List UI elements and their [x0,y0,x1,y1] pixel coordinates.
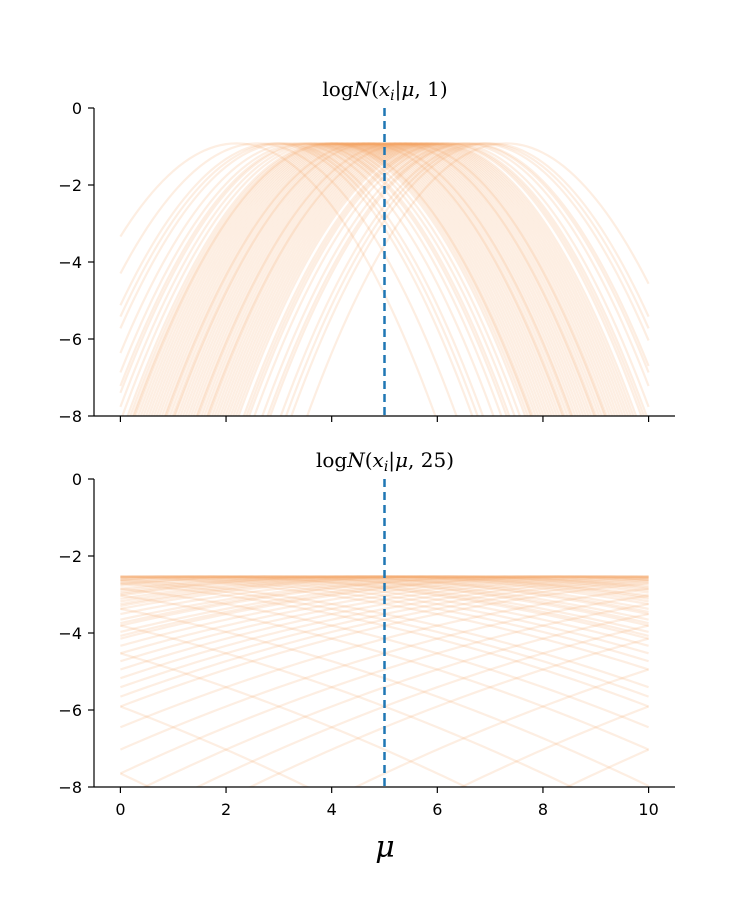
bottom-likelihood-curve [120,575,649,610]
bottom-x-tick-label: 4 [327,800,337,819]
x-axis-label: μ [375,830,395,865]
top-likelihood-curve [206,142,607,416]
top-likelihood-curve [229,142,630,416]
bottom-x-tick-label: 2 [221,800,231,819]
bottom-y-tick-label: −6 [58,701,82,720]
bottom-y-ticks: 0 −2 −4 −6 −8 [58,470,94,797]
bottom-likelihood-curve [120,575,649,616]
bottom-likelihood-curve [120,884,648,900]
top-likelihood-curve [195,142,595,416]
top-likelihood-curve [197,142,598,416]
top-y-tick-label: −2 [58,176,82,195]
top-likelihood-curve [261,142,650,416]
bottom-likelihood-curve [120,576,649,680]
bottom-likelihood-curve [459,705,649,787]
top-y-tick-label: 0 [72,99,82,118]
top-likelihood-curve [192,142,593,416]
bottom-likelihood-curve [120,705,310,787]
top-likelihood-curve [137,142,537,416]
top-likelihood-curve [187,142,588,416]
top-likelihood-curve [203,142,603,416]
top-y-tick-label: −6 [58,330,82,349]
top-likelihood-curve [172,142,573,416]
bottom-x-tick-label: 6 [432,800,442,819]
top-likelihood-curve [184,142,585,416]
bottom-likelihood-curve [120,575,649,655]
top-y-tick-label: −8 [58,407,82,426]
bottom-likelihood-curve [120,580,649,698]
bottom-likelihood-curve [120,652,469,787]
bottom-likelihood-curve [120,884,648,900]
bottom-likelihood-curve [119,602,649,775]
bottom-likelihood-curve [120,575,649,647]
top-likelihood-curve [205,142,606,416]
bottom-likelihood-curve [120,575,649,614]
bottom-likelihood-curve [120,576,649,671]
top-likelihood-curve [196,142,597,416]
top-likelihood-curve [171,142,572,416]
bottom-likelihood-curve [120,575,649,625]
top-likelihood-curve [200,142,601,416]
bottom-likelihood-curve [120,575,649,610]
top-likelihood-curve [226,142,627,416]
bottom-y-tick-label: −8 [58,778,82,797]
bottom-likelihood-curve [120,575,649,655]
bottom-panel: logN(xi|μ, 25) 0 −2 −4 −6 −8 0 2 4 6 8 10 μ [58,448,675,900]
top-likelihood-curve [245,142,646,416]
top-panel-title: logN(xi|μ, 1) [322,77,447,104]
top-x-ticks [119,416,650,422]
top-likelihood-curve [166,142,566,416]
bottom-y-tick-label: 0 [72,470,82,489]
bottom-likelihood-curve [353,668,649,787]
bottom-likelihood-curve [120,575,649,625]
bottom-likelihood-curve [120,575,649,621]
bottom-likelihood-curve [120,575,649,616]
bottom-likelihood-curve [120,575,649,647]
top-likelihood-curve [181,142,582,416]
bottom-y-tick-label: −2 [58,547,82,566]
top-likelihood-curve [139,142,540,416]
bottom-likelihood-curve [120,580,649,698]
top-likelihood-curve [290,142,650,416]
bottom-y-tick-label: −4 [58,624,82,643]
top-likelihood-curve [174,142,574,416]
top-likelihood-curve [119,142,511,416]
top-panel: logN(xi|μ, 1) 0 −2 −4 −6 −8 [58,77,675,426]
top-likelihood-curve [179,142,580,416]
top-likelihood-curve [164,142,565,416]
top-likelihood-curve [121,142,522,416]
top-likelihood-curve [189,142,590,416]
top-likelihood-curve [176,142,577,416]
top-likelihood-curve [247,142,648,416]
bottom-likelihood-curve [120,576,649,671]
top-likelihood-curve [168,142,569,416]
top-likelihood-curve [119,142,479,416]
top-likelihood-curve [142,142,543,416]
top-y-ticks: 0 −2 −4 −6 −8 [58,99,94,426]
bottom-x-tick-label: 0 [115,800,125,819]
bottom-panel-title: logN(xi|μ, 25) [316,448,454,475]
bottom-x-tick-label: 10 [638,800,658,819]
top-likelihood-curve [163,142,564,416]
top-likelihood-curve [119,142,508,416]
bottom-x-ticks: 0 2 4 6 8 10 [115,787,659,819]
top-y-tick-label: −4 [58,253,82,272]
bottom-x-tick-label: 8 [538,800,548,819]
top-likelihood-curve [232,142,632,416]
bottom-likelihood-curve [120,575,649,621]
